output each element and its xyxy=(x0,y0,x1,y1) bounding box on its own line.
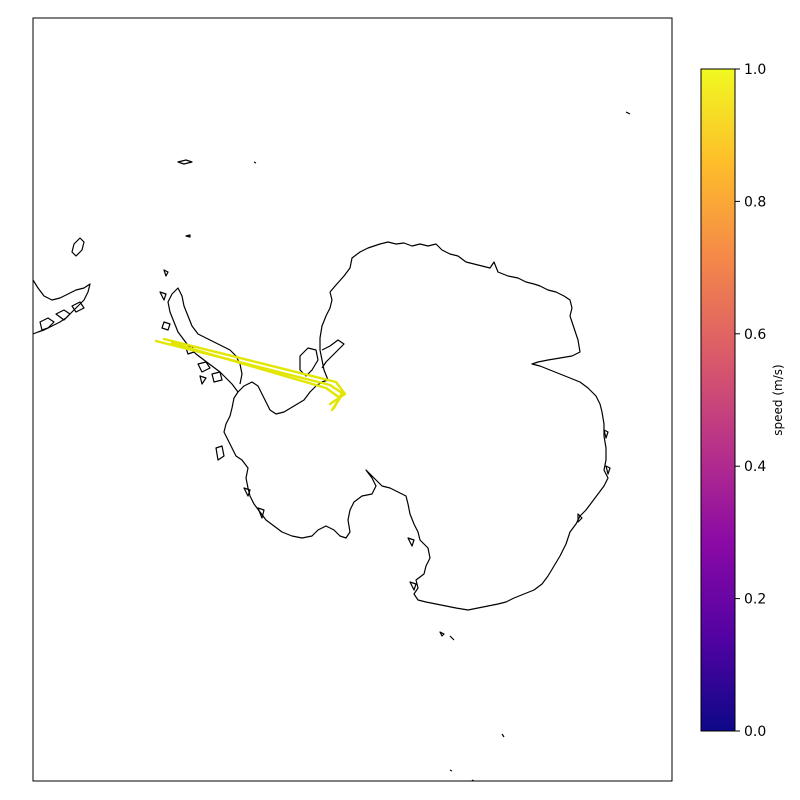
colorbar-label: speed (m/s) xyxy=(771,364,785,435)
orkney-island xyxy=(185,234,191,238)
peninsula-islands xyxy=(159,269,223,385)
bouvet-island xyxy=(625,111,631,115)
colorbar-tick-label: 0.8 xyxy=(744,194,766,210)
colorbar-tick-label: 0.6 xyxy=(744,327,766,343)
east-antarctica-islands xyxy=(215,429,611,591)
track-line-return xyxy=(162,337,347,406)
colorbar-tick-label: 0.0 xyxy=(744,724,766,740)
antarctica-coastline xyxy=(223,241,609,611)
colorbar-gradient xyxy=(700,68,736,732)
track-line-loop xyxy=(170,341,342,412)
falkland-islands xyxy=(71,237,85,257)
colorbar-tick-label: 0.4 xyxy=(744,459,766,475)
antarctic-peninsula xyxy=(167,287,243,393)
ice-shelf-island xyxy=(299,347,319,377)
south-georgia-island xyxy=(177,159,193,165)
balleny-island-a xyxy=(439,631,455,641)
drift-track xyxy=(154,337,347,412)
antarctica-ross-edge xyxy=(237,291,333,415)
tierra-del-fuego xyxy=(39,301,85,331)
colorbar-ticks: 0.0 0.2 0.4 0.6 0.8 1.0 xyxy=(735,62,766,740)
balleny-island-b xyxy=(501,733,505,738)
map-frame xyxy=(32,17,673,782)
colorbar-tick-label: 1.0 xyxy=(744,62,766,78)
sandwich-island xyxy=(253,161,257,164)
weddell-inlet xyxy=(321,339,345,369)
colorbar-tick-label: 0.2 xyxy=(744,592,766,608)
south-american-coastline xyxy=(33,279,91,335)
macquarie-island xyxy=(449,769,475,781)
